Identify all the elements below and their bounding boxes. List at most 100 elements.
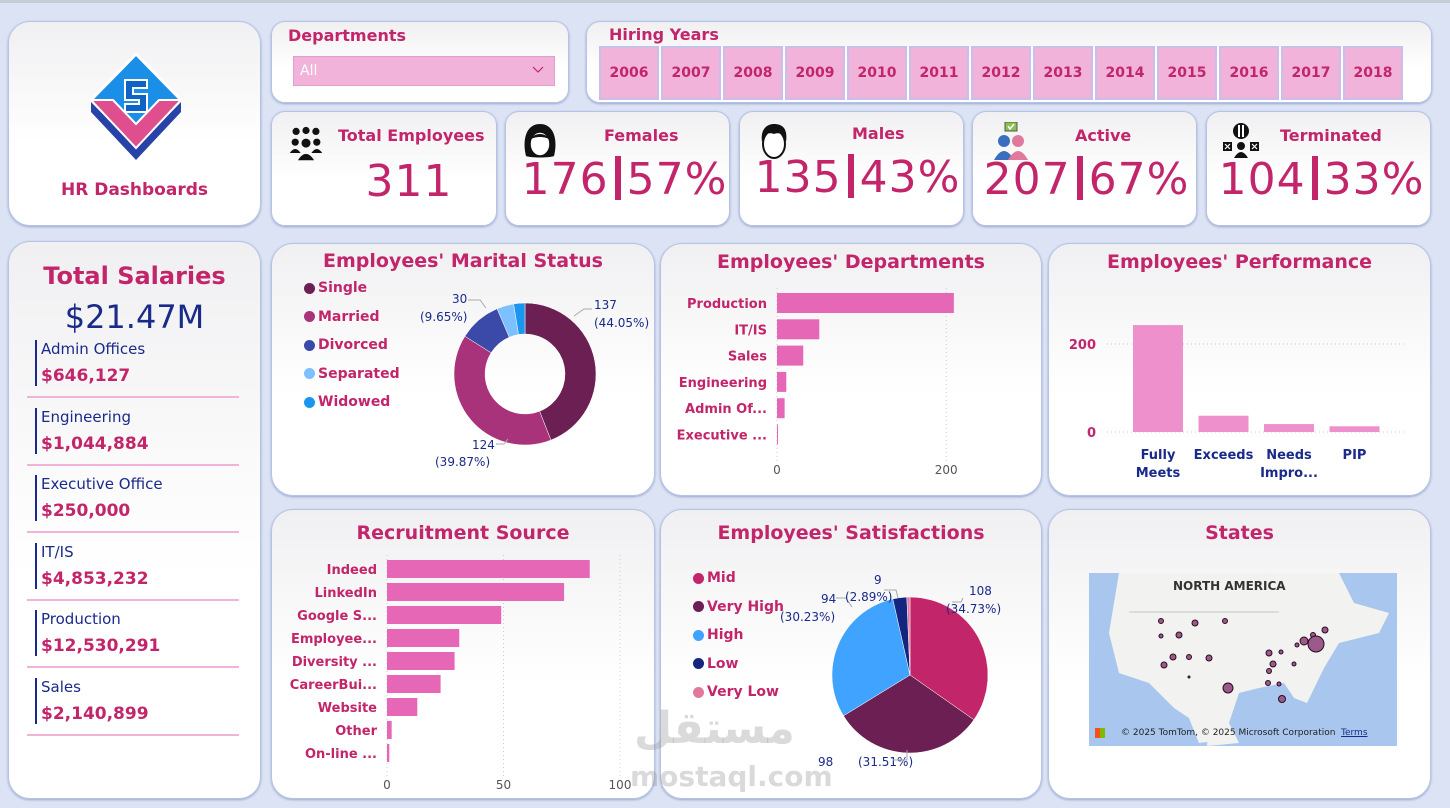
y-tick-label: 200 — [1069, 338, 1096, 353]
legend-label: Separated — [318, 365, 400, 382]
data-label-value: 9 — [874, 573, 882, 587]
bar[interactable] — [1133, 325, 1183, 432]
year-button-2006[interactable]: 2006 — [599, 46, 659, 100]
bar[interactable] — [387, 652, 455, 670]
year-button-2015[interactable]: 2015 — [1157, 46, 1217, 100]
legend-dot-icon — [693, 629, 704, 641]
bar[interactable] — [777, 345, 804, 366]
states-map-title: States — [1205, 522, 1274, 544]
category-label: Executive ... — [677, 429, 767, 444]
salary-item: IT/IS $4,853,232 — [27, 542, 239, 601]
year-button-2014[interactable]: 2014 — [1095, 46, 1155, 100]
data-label-percent: (30.23%) — [780, 610, 835, 624]
year-button-2010[interactable]: 2010 — [847, 46, 907, 100]
legend-item[interactable]: Very High — [693, 599, 784, 615]
slice-very-low[interactable] — [906, 596, 911, 676]
states-map[interactable]: NORTH AMERICA © 2025 TomTom, © 2025 Micr… — [1089, 573, 1397, 746]
bar[interactable] — [387, 675, 441, 693]
slice-married[interactable] — [453, 335, 552, 446]
kpi-males: Males 135 43% — [739, 111, 964, 226]
accent-line — [35, 677, 37, 724]
map-terms-link[interactable]: Terms — [1341, 728, 1368, 738]
kpi-terminated-count: 104 — [1218, 154, 1306, 205]
x-tick-label: 100 — [609, 778, 632, 792]
slice-mid[interactable] — [909, 596, 989, 721]
bar[interactable] — [1329, 426, 1380, 432]
legend-dot-icon — [304, 339, 315, 351]
legend-item[interactable]: Low — [693, 656, 738, 672]
map-region-label: NORTH AMERICA — [1173, 579, 1286, 593]
hiring-years-buttons: 2006 2007 2008 2009 2010 2011 2012 2013 2014 2015… — [599, 46, 1403, 100]
category-label: Engineering — [679, 376, 767, 391]
x-tick-label: 0 — [383, 778, 391, 792]
slice-widowed[interactable] — [513, 302, 526, 335]
year-button-2008[interactable]: 2008 — [723, 46, 783, 100]
legend-item[interactable]: Widowed — [304, 394, 390, 410]
data-label-value: 30 — [452, 292, 467, 306]
category-label: Google S... — [297, 609, 377, 624]
salary-item: Sales $2,140,899 — [27, 677, 239, 736]
performance-chart-card: Employees' Performance 0 200 Fully Meets Exc… — [1048, 243, 1431, 496]
year-button-2018[interactable]: 2018 — [1343, 46, 1403, 100]
slice-single[interactable] — [524, 302, 597, 441]
kpi-females: Females 176 57% — [505, 111, 730, 226]
year-button-2007[interactable]: 2007 — [661, 46, 721, 100]
salary-department: Engineering — [41, 407, 131, 426]
bar[interactable] — [777, 319, 820, 340]
data-label-value: 98 — [818, 755, 833, 769]
year-button-2017[interactable]: 2017 — [1281, 46, 1341, 100]
accent-line — [35, 610, 37, 656]
marital-status-donut-chart: 137 (44.05%) 124 (39.87%) 30 (9.65%) — [420, 292, 649, 469]
year-button-2016[interactable]: 2016 — [1219, 46, 1279, 100]
leader-line — [836, 597, 853, 608]
accent-line — [35, 407, 37, 454]
satisfaction-chart-card: Employees' Satisfactions Mid Very High Hig… — [660, 509, 1042, 799]
slice-very-high[interactable] — [843, 674, 975, 754]
slice-high[interactable] — [831, 598, 911, 717]
salary-item: Engineering $1,044,884 — [27, 407, 239, 466]
kpi-total-employees: Total Employees 311 — [271, 111, 497, 226]
bar[interactable] — [1198, 415, 1249, 432]
legend-item[interactable]: Very Low — [693, 684, 779, 700]
departments-bar-chart: 0 200 Production IT/IS Sales Engineering Admin… — [677, 288, 958, 477]
bar[interactable] — [777, 293, 954, 313]
accent-line — [35, 340, 37, 386]
bar[interactable] — [387, 606, 502, 624]
legend-item[interactable]: High — [693, 627, 744, 643]
map-attribution: © 2025 TomTom, © 2025 Microsoft Corporat… — [1121, 728, 1336, 738]
departments-dropdown[interactable]: All — [293, 56, 555, 86]
bar[interactable] — [387, 560, 590, 578]
bar[interactable] — [777, 424, 778, 445]
legend-item[interactable]: Married — [304, 309, 380, 325]
legend-label: Mid — [707, 570, 736, 586]
legend-label: Low — [707, 655, 739, 672]
bar[interactable] — [387, 744, 390, 762]
bar[interactable] — [387, 698, 418, 716]
data-label-value: 108 — [969, 584, 992, 598]
category-label: Sales — [728, 350, 767, 365]
bar[interactable] — [777, 371, 787, 392]
departments-selected-value: All — [300, 63, 318, 79]
data-label-percent: (39.87%) — [435, 455, 490, 469]
legend-item[interactable]: Divorced — [304, 337, 388, 353]
year-button-2011[interactable]: 2011 — [909, 46, 969, 100]
salary-amount: $1,044,884 — [41, 433, 149, 454]
legend-label: Divorced — [318, 337, 388, 353]
data-label-percent: (9.65%) — [420, 310, 467, 324]
legend-item[interactable]: Single — [304, 280, 367, 296]
bar[interactable] — [387, 583, 565, 601]
legend-item[interactable]: Separated — [304, 366, 400, 382]
year-button-2009[interactable]: 2009 — [785, 46, 845, 100]
bar[interactable] — [1264, 424, 1314, 432]
legend-label: Widowed — [318, 394, 391, 410]
year-button-2013[interactable]: 2013 — [1033, 46, 1093, 100]
leader-line — [952, 597, 964, 603]
year-button-2012[interactable]: 2012 — [971, 46, 1031, 100]
bar[interactable] — [777, 398, 785, 419]
legend-item[interactable]: Mid — [693, 570, 736, 586]
people-group-icon — [289, 126, 323, 161]
bar[interactable] — [387, 721, 392, 739]
legend-label: High — [707, 627, 744, 643]
x-tick-label: 200 — [935, 463, 958, 477]
bar[interactable] — [387, 629, 460, 647]
